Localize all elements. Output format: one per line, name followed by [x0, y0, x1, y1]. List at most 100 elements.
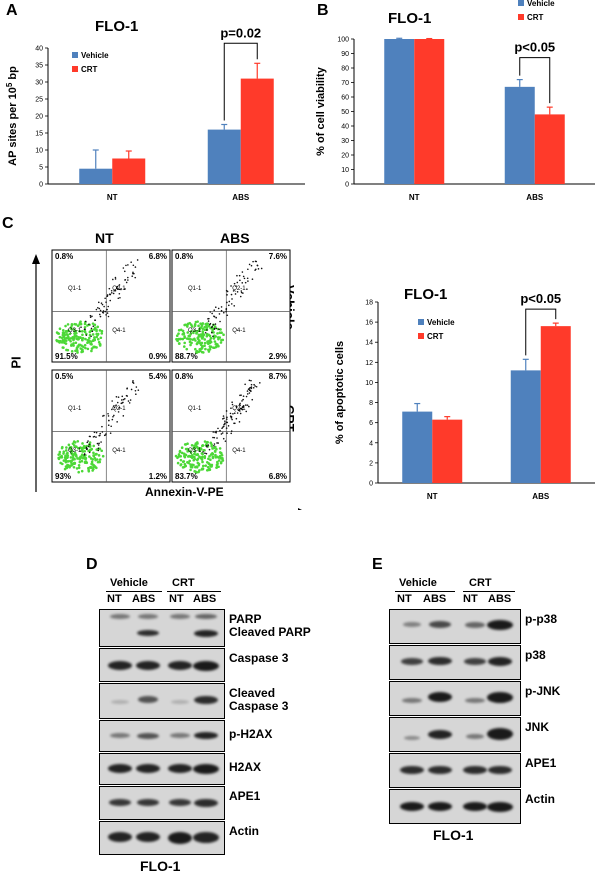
- chart-a-title: FLO-1: [95, 18, 139, 35]
- blot-e-lane-1: NT: [397, 593, 412, 605]
- category-label: ABS: [532, 492, 550, 501]
- legend-swatch-crt: [418, 333, 424, 339]
- band: [195, 614, 217, 619]
- blot-e-lane-4: ABS: [488, 593, 512, 605]
- legend-swatch-vehicle: [518, 0, 524, 6]
- bar-crt-nt: [414, 39, 445, 184]
- pct-bottom-left: 93%: [55, 472, 71, 481]
- quadrant-name: Q3-1: [188, 328, 202, 334]
- bar-crt-abs: [534, 114, 565, 184]
- pct-bottom-right: 2.9%: [269, 352, 287, 361]
- p-value-annotation: p<0.05: [514, 40, 555, 55]
- blot-row-jnk: [389, 717, 521, 752]
- flow-col-label-nt: NT: [95, 230, 114, 246]
- band: [110, 614, 130, 619]
- y-tick-label: 20: [35, 114, 43, 121]
- significance-bracket: [519, 57, 551, 104]
- blot-row-p-jnk: [389, 681, 521, 716]
- y-tick-label: 10: [365, 380, 373, 387]
- band: [487, 620, 513, 630]
- band: [193, 661, 219, 671]
- y-tick-label: 2: [369, 460, 373, 467]
- chart-c-title: FLO-1: [404, 286, 448, 303]
- band: [400, 766, 424, 774]
- legend-swatch-crt: [72, 66, 78, 72]
- quadrant-name: Q1-1: [68, 286, 82, 292]
- flow-events-live: [57, 439, 105, 474]
- flow-events-dead: [83, 380, 140, 456]
- quadrant-name: Q3-1: [68, 448, 82, 454]
- blot-row-ape1: [389, 753, 521, 788]
- quadrant-name: Q4-1: [232, 328, 246, 334]
- legend-label-crt: CRT: [427, 332, 444, 341]
- western-blot-e: Vehicle CRT NT ABS NT ABS p-p38 p38 p-JNK J…: [385, 575, 600, 880]
- band: [138, 614, 158, 619]
- y-tick-label: 30: [35, 80, 43, 87]
- blot-d-lane-2: ABS: [132, 593, 156, 605]
- blot-label: Cleaved Caspase 3: [229, 686, 289, 713]
- bar-crt-abs: [240, 78, 274, 184]
- chart-a: 0 5 10 15 20 25 30 35 40 AP sites per 105 bp NT ABS…: [5, 25, 305, 202]
- blot-label: Actin: [229, 824, 259, 838]
- y-tick-label: 70: [341, 80, 349, 87]
- category-label: ABS: [526, 193, 544, 202]
- blot-d-lane-4: ABS: [193, 593, 217, 605]
- blot-e-group-line-vehicle: [395, 591, 455, 592]
- quadrant-name: Q3-1: [68, 328, 82, 334]
- pct-top-left: 0.5%: [55, 372, 73, 381]
- significance-bracket: [525, 308, 557, 356]
- pct-bottom-left: 88.7%: [175, 352, 198, 361]
- band: [110, 733, 130, 738]
- panel-label-d: D: [86, 556, 98, 573]
- band: [168, 764, 192, 773]
- quadrant-name: Q4-1: [112, 328, 126, 334]
- blot-footer: FLO-1: [433, 827, 474, 843]
- band: [137, 733, 159, 739]
- y-axis-label: AP sites per 105 bp: [5, 66, 20, 166]
- blot-d-group-line-vehicle: [106, 591, 162, 592]
- pct-bottom-right: 0.9%: [149, 352, 167, 361]
- blot-label: p38: [525, 648, 546, 662]
- band: [487, 728, 513, 740]
- y-tick-label: 80: [341, 66, 349, 73]
- y-tick-label: 60: [341, 95, 349, 102]
- category-label: NT: [107, 193, 118, 202]
- blot-label: Caspase 3: [229, 651, 289, 665]
- blot-d-group-line-crt: [167, 591, 221, 592]
- panel-label-e: E: [372, 556, 383, 573]
- legend-label-crt: CRT: [81, 65, 98, 74]
- blot-row-h2ax: [99, 753, 225, 785]
- band: [401, 658, 423, 665]
- band: [487, 802, 513, 812]
- blot-label: p-JNK: [525, 684, 561, 698]
- band: [464, 658, 486, 665]
- flow-x-arrowhead: [298, 508, 302, 510]
- y-tick-label: 35: [35, 63, 43, 70]
- band: [169, 799, 191, 806]
- pct-bottom-left: 91.5%: [55, 352, 78, 361]
- panel-label-b: B: [317, 2, 329, 19]
- blot-label: p-H2AX: [229, 727, 273, 741]
- band: [488, 766, 512, 774]
- band: [138, 696, 158, 703]
- y-tick-label: 16: [365, 320, 373, 327]
- band: [193, 764, 219, 774]
- band: [193, 832, 219, 843]
- blot-d-lane-1: NT: [107, 593, 122, 605]
- band: [137, 799, 159, 806]
- y-tick-label: 15: [35, 131, 43, 138]
- y-tick-label: 25: [35, 97, 43, 104]
- bar-vehicle-abs: [504, 86, 535, 184]
- blot-row-ape1: [99, 786, 225, 820]
- y-tick-label: 20: [341, 153, 349, 160]
- flow-events-dead: [202, 379, 261, 455]
- significance-bracket: [223, 42, 258, 121]
- band: [194, 696, 218, 704]
- band: [463, 766, 487, 774]
- y-tick-label: 5: [39, 165, 43, 172]
- bar-vehicle-nt: [384, 39, 415, 184]
- y-tick-label: 30: [341, 138, 349, 145]
- blot-row-p-p38: [389, 609, 521, 644]
- pct-top-left: 0.8%: [175, 372, 193, 381]
- bar-crt-abs: [540, 326, 571, 483]
